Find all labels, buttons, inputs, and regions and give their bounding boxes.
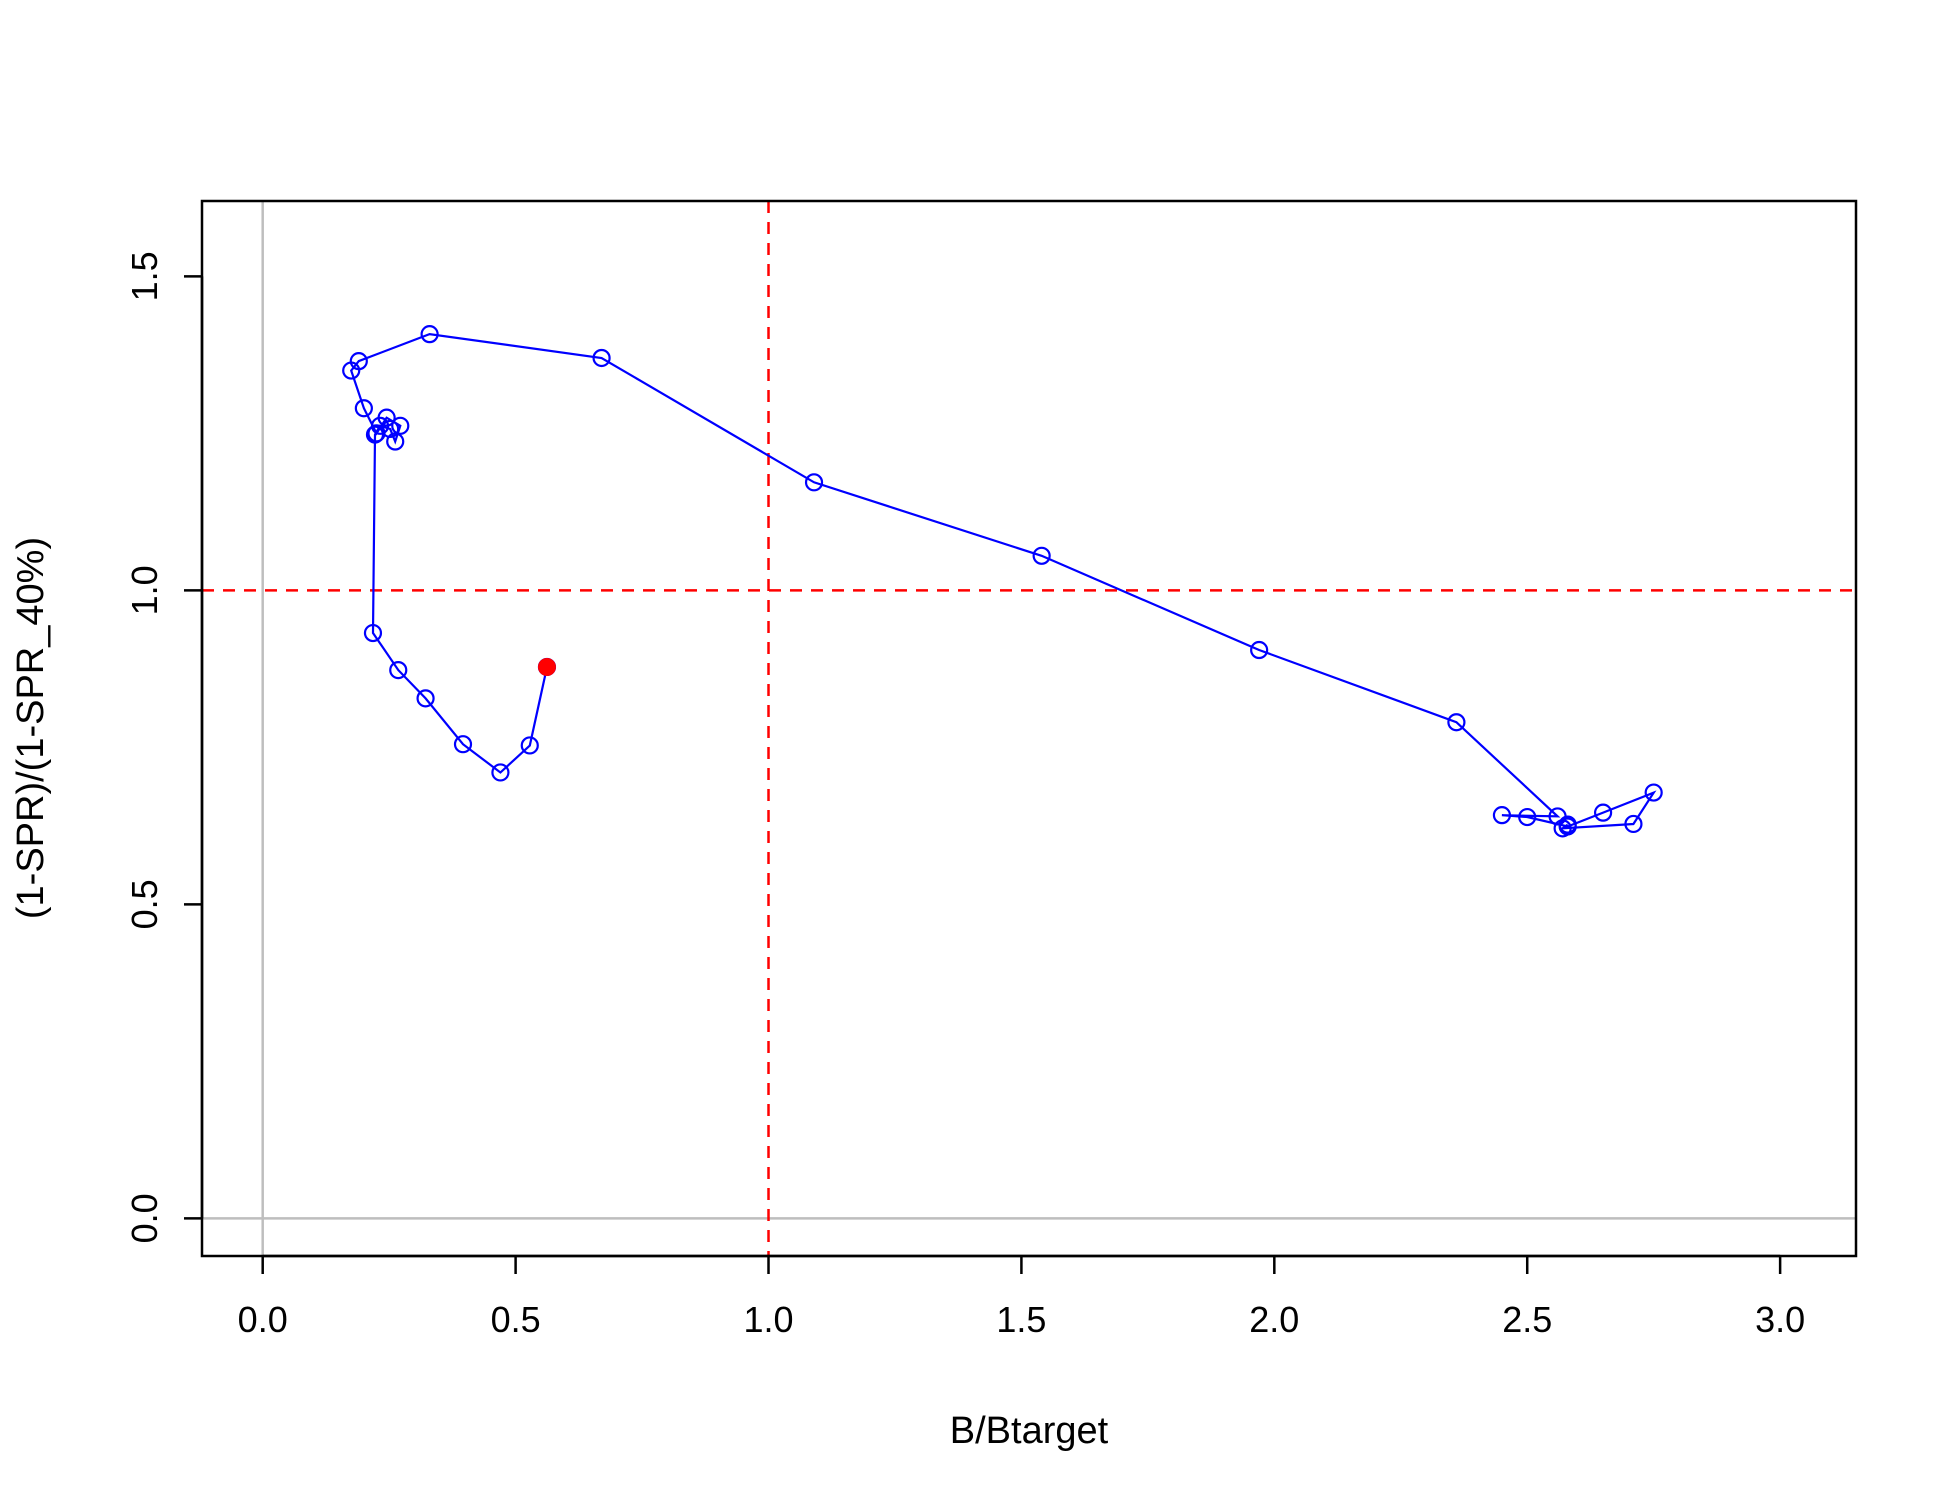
y-tick-label: 1.5 bbox=[124, 251, 165, 301]
data-point bbox=[365, 425, 385, 444]
y-tick-label: 1.0 bbox=[124, 565, 165, 615]
data-point bbox=[1558, 817, 1577, 836]
y-tick-label: 0.5 bbox=[124, 879, 165, 929]
x-tick-label: 1.5 bbox=[996, 1299, 1046, 1340]
data-point bbox=[1593, 803, 1613, 822]
x-tick-label: 3.0 bbox=[1755, 1299, 1805, 1340]
x-tick-label: 0.5 bbox=[491, 1299, 541, 1340]
data-point bbox=[491, 763, 510, 782]
x-tick-label: 1.0 bbox=[743, 1299, 793, 1340]
reference-lines bbox=[202, 201, 1856, 1256]
data-point bbox=[1032, 546, 1051, 565]
data-point bbox=[1447, 713, 1466, 732]
data-point bbox=[1624, 814, 1643, 834]
data-point bbox=[1644, 783, 1663, 802]
data-point bbox=[520, 736, 539, 755]
data-point bbox=[381, 419, 400, 439]
last-point bbox=[537, 657, 556, 676]
data-point bbox=[1518, 807, 1537, 827]
data-point bbox=[416, 689, 435, 708]
x-tick-label: 2.5 bbox=[1502, 1299, 1552, 1340]
y-tick-label: 0.0 bbox=[124, 1193, 165, 1243]
y-axis-label: (1-SPR)/(1-SPR_40%) bbox=[10, 537, 52, 919]
data-point bbox=[389, 660, 408, 680]
x-axis: 0.0 0.5 1.0 1.5 2.0 2.5 3.0 bbox=[238, 1254, 1805, 1340]
data-point bbox=[386, 432, 405, 451]
data-point bbox=[420, 325, 439, 344]
x-tick-label: 2.0 bbox=[1249, 1299, 1299, 1340]
data-point bbox=[342, 361, 361, 380]
data-point bbox=[370, 416, 390, 435]
data-point bbox=[391, 416, 410, 435]
data-point bbox=[1492, 806, 1512, 825]
data-point bbox=[363, 623, 383, 643]
data-point bbox=[1250, 640, 1269, 660]
data-point bbox=[592, 348, 611, 368]
data-point bbox=[804, 473, 824, 492]
data-point bbox=[453, 735, 473, 754]
data-point bbox=[1548, 807, 1567, 826]
series-line bbox=[349, 332, 1657, 830]
data-point bbox=[354, 399, 373, 418]
x-tick-label: 0.0 bbox=[238, 1299, 288, 1340]
y-axis: 0.0 0.5 1.0 1.5 bbox=[124, 251, 204, 1243]
x-axis-label: B/Btarget bbox=[950, 1410, 1109, 1452]
series-layer bbox=[342, 325, 1663, 838]
